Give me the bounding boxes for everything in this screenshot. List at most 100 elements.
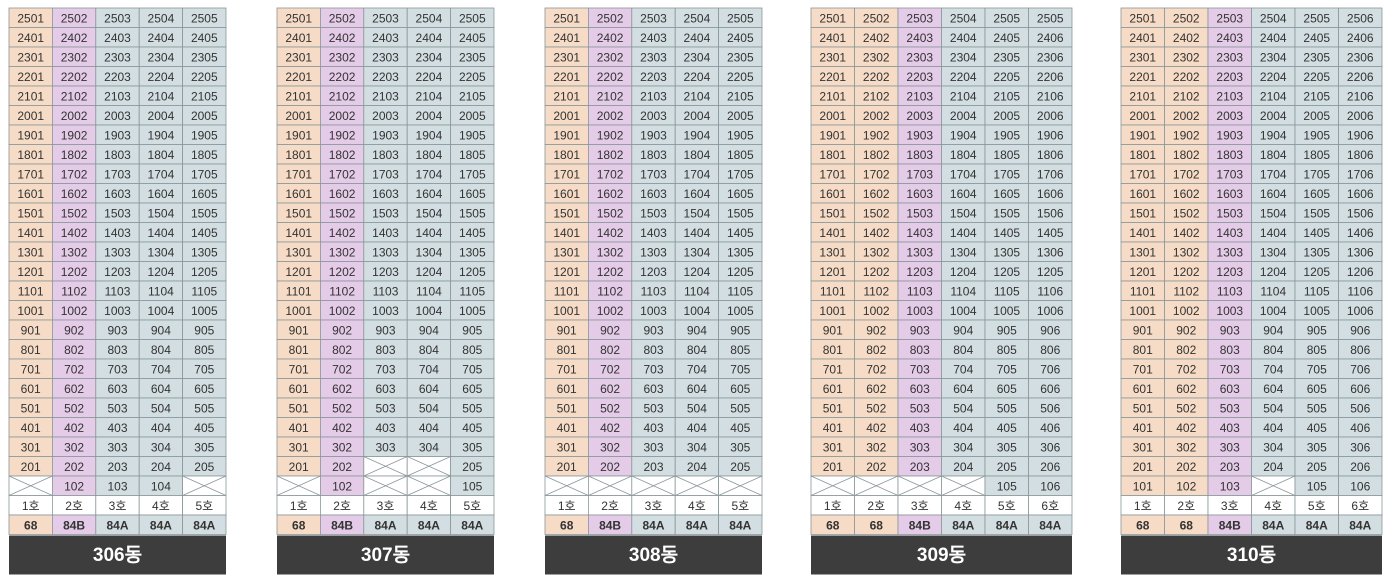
unit-number: 1601 (285, 187, 312, 201)
unit-number: 2505 (1037, 11, 1064, 25)
unit-number: 1705 (993, 167, 1020, 181)
unit-number: 403 (643, 421, 663, 435)
unit-type: 68 (560, 518, 574, 532)
unit-number: 2503 (640, 11, 667, 25)
unit-number: 406 (1350, 421, 1370, 435)
unit-label: 2호 (65, 499, 83, 513)
unit-number: 501 (289, 401, 309, 415)
unit-number: 1502 (61, 206, 88, 220)
unit-number: 2103 (640, 89, 667, 103)
unit-number: 702 (866, 362, 886, 376)
unit-number: 2402 (1173, 31, 1200, 45)
unit-number: 2002 (329, 109, 356, 123)
unit-number: 2101 (553, 89, 580, 103)
unit-number: 2401 (17, 31, 44, 45)
unit-number: 403 (107, 421, 127, 435)
building-name: 309동 (917, 545, 966, 566)
unit-number: 202 (64, 460, 84, 474)
unit-number: 1704 (684, 167, 711, 181)
unit-number: 2004 (1260, 109, 1287, 123)
unit-number: 705 (997, 362, 1017, 376)
unit-number: 301 (823, 440, 843, 454)
unit-type: 84A (1262, 518, 1284, 532)
unit-number: 604 (1263, 382, 1283, 396)
unit-number: 606 (1040, 382, 1060, 396)
unit-number: 704 (151, 362, 171, 376)
unit-number: 305 (1307, 440, 1327, 454)
unit-number: 305 (194, 440, 214, 454)
unit-number: 1301 (553, 245, 580, 259)
unit-number: 1902 (61, 128, 88, 142)
unit-type: 84B (599, 518, 621, 532)
unit-number: 405 (730, 421, 750, 435)
unit-number: 802 (332, 343, 352, 357)
unit-number: 904 (1263, 323, 1283, 337)
unit-number: 2405 (1303, 31, 1330, 45)
unit-number: 1506 (1037, 206, 1064, 220)
unit-number: 1701 (819, 167, 846, 181)
unit-number: 602 (332, 382, 352, 396)
unit-number: 2105 (191, 89, 218, 103)
unit-number: 802 (1176, 343, 1196, 357)
unit-number: 2204 (148, 70, 175, 84)
unit-number: 2003 (1216, 109, 1243, 123)
unit-number: 1802 (1173, 148, 1200, 162)
unit-number: 1402 (863, 226, 890, 240)
unit-number: 605 (194, 382, 214, 396)
unit-number: 902 (866, 323, 886, 337)
building: 2501 2502 2503 2504 2505 2505 2401 2402 2403 2404… (810, 7, 1073, 575)
unit-number: 1901 (1129, 128, 1156, 142)
unit-type: 84A (642, 518, 664, 532)
unit-number: 1605 (459, 187, 486, 201)
unit-number: 1903 (906, 128, 933, 142)
unit-number: 1401 (17, 226, 44, 240)
unit-number: 2305 (191, 50, 218, 64)
unit-number: 1401 (553, 226, 580, 240)
unit-number: 205 (730, 460, 750, 474)
unit-number: 2204 (416, 70, 443, 84)
unit-number: 704 (419, 362, 439, 376)
unit-number: 1403 (1216, 226, 1243, 240)
unit-number: 602 (600, 382, 620, 396)
unit-number: 1004 (1260, 304, 1287, 318)
unit-number: 1902 (329, 128, 356, 142)
unit-number: 1504 (148, 206, 175, 220)
unit-number: 705 (462, 362, 482, 376)
unit-number: 2201 (1129, 70, 1156, 84)
unit-number: 2204 (684, 70, 711, 84)
unit-number: 1202 (597, 265, 624, 279)
unit-number: 1803 (906, 148, 933, 162)
cross (8, 475, 53, 496)
unit-number: 1104 (1260, 284, 1286, 298)
unit-number: 1102 (329, 284, 355, 298)
unit-number: 2304 (684, 50, 711, 64)
unit-number: 803 (1220, 343, 1240, 357)
unit-number: 1903 (372, 128, 399, 142)
unit-number: 1505 (1303, 206, 1330, 220)
unit-number: 805 (462, 343, 482, 357)
unit-number: 1004 (148, 304, 175, 318)
unit-number: 801 (557, 343, 577, 357)
unit-number: 1003 (372, 304, 399, 318)
unit-number: 1502 (597, 206, 624, 220)
unit-number: 2504 (1260, 11, 1287, 25)
unit-number: 404 (687, 421, 707, 435)
unit-number: 2202 (597, 70, 624, 84)
unit-number: 2505 (459, 11, 486, 25)
unit-number: 1004 (684, 304, 711, 318)
unit-label: 4호 (1264, 499, 1282, 513)
unit-number: 2006 (1347, 109, 1374, 123)
unit-number: 704 (687, 362, 707, 376)
unit-number: 1603 (906, 187, 933, 201)
unit-number: 2206 (1347, 70, 1374, 84)
unit-number: 905 (194, 323, 214, 337)
unit-number: 202 (600, 460, 620, 474)
unit-number: 2301 (285, 50, 312, 64)
unit-number: 2101 (819, 89, 846, 103)
unit-number: 2303 (906, 50, 933, 64)
unit-number: 2301 (819, 50, 846, 64)
unit-number: 1301 (285, 245, 312, 259)
cross (407, 456, 451, 477)
unit-number: 2002 (61, 109, 88, 123)
building-name: 307동 (361, 545, 410, 566)
